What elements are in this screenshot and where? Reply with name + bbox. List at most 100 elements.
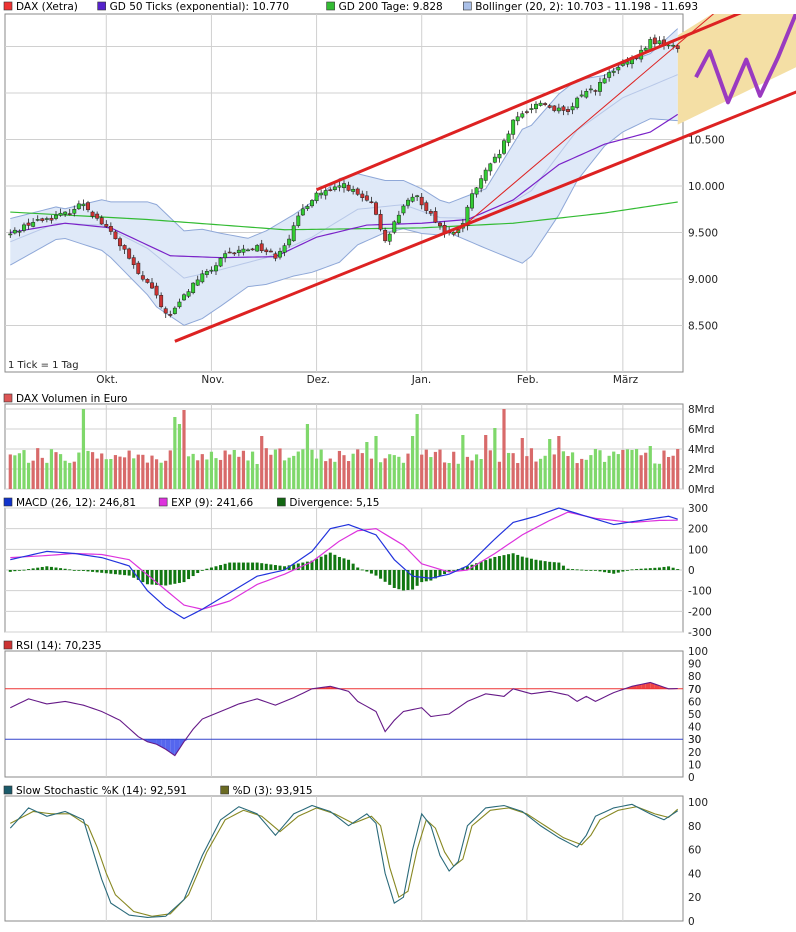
candle-body [470, 194, 473, 208]
legend-marker [327, 2, 335, 10]
divergence-bar [160, 570, 163, 585]
volume-bar [658, 464, 661, 489]
candle-body [374, 203, 377, 215]
y-tick-label: 100 [688, 544, 708, 556]
candle-body [91, 212, 94, 216]
candle-body [105, 224, 108, 226]
candle-body [511, 120, 514, 134]
volume-bar [379, 462, 382, 489]
volume-bar [576, 463, 579, 489]
volume-bar [278, 448, 281, 489]
tick-note: 1 Tick = 1 Tag [8, 360, 79, 371]
candle-body [653, 38, 656, 44]
candle-body [420, 197, 423, 205]
candle-body [498, 154, 501, 158]
candle-body [315, 193, 318, 201]
legend-label: GD 200 Tage: 9.828 [339, 1, 443, 13]
candle-body [9, 234, 12, 235]
divergence-bar [187, 570, 190, 579]
divergence-bar [91, 570, 94, 572]
divergence-bar [589, 570, 592, 571]
volume-bar [324, 461, 327, 489]
divergence-bar [100, 570, 103, 573]
volume-bar [370, 459, 373, 489]
volume-bar [155, 459, 158, 489]
divergence-bar [416, 570, 419, 586]
volume-bar [635, 449, 638, 489]
y-tick-label: 0Mrd [688, 484, 715, 496]
y-tick-label: 90 [688, 659, 701, 671]
y-tick-label: 4Mrd [688, 444, 715, 456]
volume-bar [420, 455, 423, 489]
volume-bar [219, 460, 222, 489]
volume-bar [352, 454, 355, 489]
divergence-bar [599, 570, 602, 571]
volume-bar [105, 459, 108, 489]
divergence-bar [635, 569, 638, 570]
candle-body [237, 250, 240, 253]
candle-body [31, 222, 34, 226]
divergence-bar [672, 568, 675, 570]
volume-bar [132, 458, 135, 489]
volume-bar [617, 454, 620, 489]
divergence-bar [192, 570, 195, 576]
divergence-bar [128, 570, 131, 576]
candle-body [644, 48, 647, 50]
volume-bar [676, 449, 679, 489]
y-tick-label: 200 [688, 524, 708, 536]
volume-bar [347, 461, 350, 489]
divergence-bar [535, 560, 538, 570]
divergence-bar [663, 567, 666, 570]
candle-body [178, 302, 181, 307]
volume-bar [169, 450, 172, 489]
candle-body [36, 219, 39, 220]
candle-body [292, 226, 295, 241]
y-tick-label: 6Mrd [688, 424, 715, 436]
volume-bar [118, 457, 121, 489]
volume-bar [338, 451, 341, 489]
candle-body [425, 203, 428, 211]
divergence-bar [178, 570, 181, 583]
divergence-bar [352, 564, 355, 570]
divergence-bar [219, 565, 222, 570]
candle-body [251, 249, 254, 250]
divergence-bar [365, 570, 368, 572]
divergence-bar [425, 570, 428, 581]
volume-bar [315, 459, 318, 489]
candle-body [182, 295, 185, 300]
divergence-bar [64, 569, 67, 570]
volume-bar [516, 463, 519, 489]
volume-bar [356, 449, 359, 489]
divergence-bar [333, 555, 336, 570]
divergence-bar [109, 570, 112, 574]
volume-bar [205, 459, 208, 489]
candle-body [45, 219, 48, 220]
volume-bar [530, 448, 533, 489]
divergence-bar [32, 568, 35, 570]
volume-bar [201, 454, 204, 489]
volume-bar [365, 442, 368, 489]
candle-body [13, 230, 16, 233]
volume-bar [626, 449, 629, 489]
divergence-bar [13, 570, 16, 571]
volume-bar [233, 450, 236, 489]
divergence-bar [146, 570, 149, 584]
divergence-bar [649, 568, 652, 570]
legend-label: Divergence: 5,15 [289, 497, 379, 509]
divergence-bar [411, 570, 414, 590]
candle-body [22, 225, 25, 231]
divergence-bar [356, 568, 359, 570]
volume-bar [425, 450, 428, 489]
volume-bar [251, 452, 254, 489]
volume-bar [256, 464, 259, 489]
divergence-bar [658, 568, 661, 570]
legend-marker [98, 2, 106, 10]
volume-bar [297, 452, 300, 489]
candle-body [260, 244, 263, 251]
divergence-bar [384, 570, 387, 582]
volume-bar [82, 409, 85, 489]
volume-bar [502, 409, 505, 489]
candle-body [571, 107, 574, 110]
volume-bar [662, 451, 665, 489]
candle-body [351, 189, 354, 191]
